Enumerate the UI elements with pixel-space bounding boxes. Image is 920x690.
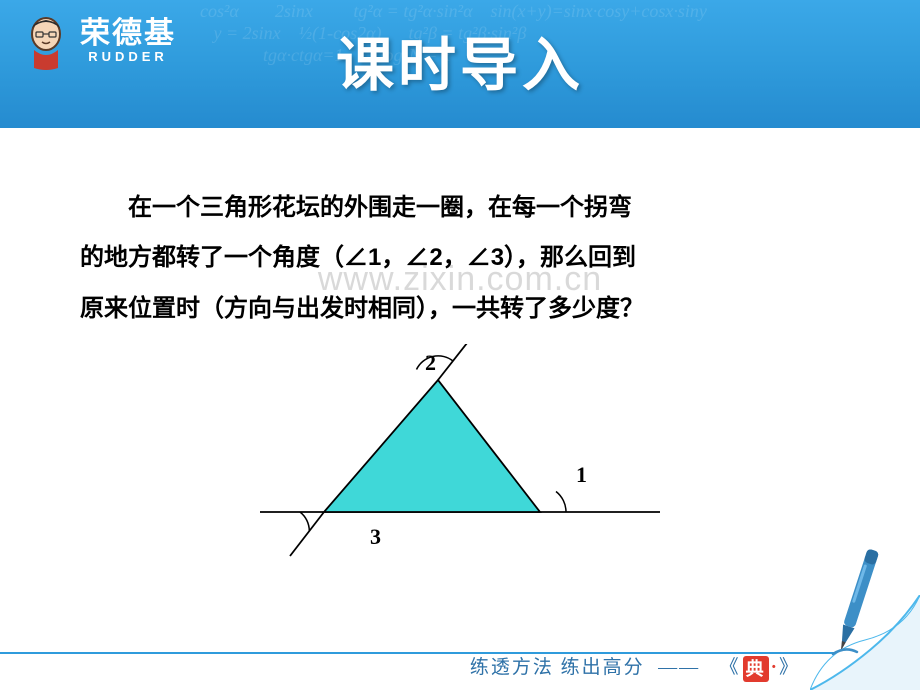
dian-icon: 典 [743, 656, 769, 682]
top-extension-line [438, 344, 482, 380]
angle-label-1: 1 [576, 462, 587, 488]
header-banner: cos²α 2sinx tg²α = tg²α·sin²α sin(x+y)=s… [0, 0, 920, 128]
content-area: 在一个三角形花坛的外围走一圈，在每一个拐弯 的地方都转了一个角度（∠1，∠2，∠… [0, 128, 920, 564]
footer-slogan-text: 练透方法 练出高分 [470, 657, 645, 678]
slide-title: 课时导入 [336, 18, 584, 102]
problem-text: 在一个三角形花坛的外围走一圈，在每一个拐弯 的地方都转了一个角度（∠1，∠2，∠… [80, 183, 840, 334]
logo: 荣德基 RUDDER [20, 12, 176, 72]
footer-book: 《典·》 [720, 652, 800, 682]
logo-text: 荣德基 RUDDER [80, 19, 176, 65]
text-line-1: 在一个三角形花坛的外围走一圈，在每一个拐弯 [128, 194, 632, 221]
triangle-diagram: 1 2 3 [250, 344, 670, 564]
text-line-2: 的地方都转了一个角度（∠1，∠2，∠3），那么回到 [80, 233, 636, 283]
angle-3-arc [300, 512, 309, 531]
logo-cn: 荣德基 [80, 19, 176, 49]
footer: 练透方法 练出高分 —— 《典·》 [0, 638, 920, 690]
angle-label-3: 3 [370, 524, 381, 550]
angle-1-arc [556, 492, 566, 513]
bottom-left-extension-line [290, 512, 324, 556]
logo-portrait-icon [20, 12, 72, 72]
pen-icon [827, 530, 892, 660]
logo-en: RUDDER [80, 49, 176, 65]
footer-slogan: 练透方法 练出高分 —— 《典·》 [470, 652, 800, 682]
angle-label-2: 2 [425, 350, 436, 376]
text-line-3: 原来位置时（方向与出发时相同），一共转了多少度？ [80, 284, 644, 334]
triangle-shape [324, 380, 540, 512]
